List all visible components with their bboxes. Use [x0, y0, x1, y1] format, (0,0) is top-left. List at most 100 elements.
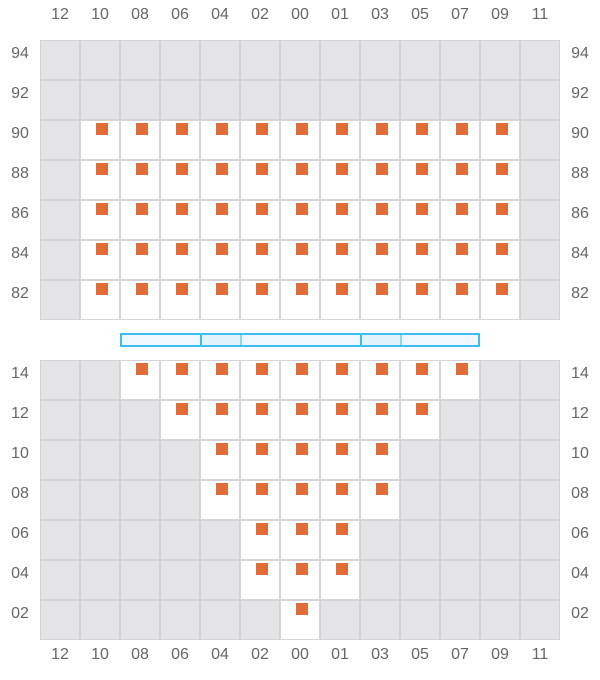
slot-occupied[interactable]	[240, 160, 280, 200]
slot-occupied[interactable]	[120, 120, 160, 160]
slot-occupied[interactable]	[240, 120, 280, 160]
slot-occupied[interactable]	[200, 200, 240, 240]
slot-occupied[interactable]	[160, 200, 200, 240]
slot-occupied[interactable]	[360, 360, 400, 400]
hatch-cover-segment[interactable]	[120, 335, 200, 345]
slot-occupied[interactable]	[200, 240, 240, 280]
container-marker	[176, 123, 188, 135]
slot-occupied[interactable]	[440, 280, 480, 320]
slot-occupied[interactable]	[240, 240, 280, 280]
slot-occupied[interactable]	[480, 120, 520, 160]
slot-occupied[interactable]	[360, 400, 400, 440]
slot-occupied[interactable]	[400, 160, 440, 200]
slot-unavailable	[40, 200, 80, 240]
slot-occupied[interactable]	[280, 200, 320, 240]
slot-occupied[interactable]	[160, 280, 200, 320]
slot-occupied[interactable]	[80, 120, 120, 160]
slot-occupied[interactable]	[400, 200, 440, 240]
slot-occupied[interactable]	[360, 160, 400, 200]
slot-occupied[interactable]	[240, 280, 280, 320]
slot-occupied[interactable]	[240, 440, 280, 480]
slot-occupied[interactable]	[360, 200, 400, 240]
container-marker	[296, 603, 308, 615]
slot-occupied[interactable]	[400, 280, 440, 320]
slot-occupied[interactable]	[400, 120, 440, 160]
slot-occupied[interactable]	[200, 280, 240, 320]
slot-unavailable	[400, 440, 440, 480]
slot-occupied[interactable]	[440, 360, 480, 400]
hatch-cover-segment[interactable]	[400, 335, 480, 345]
slot-occupied[interactable]	[360, 120, 400, 160]
slot-occupied[interactable]	[320, 240, 360, 280]
slot-unavailable	[280, 80, 320, 120]
slot-occupied[interactable]	[360, 280, 400, 320]
slot-occupied[interactable]	[200, 440, 240, 480]
slot-occupied[interactable]	[120, 280, 160, 320]
slot-occupied[interactable]	[240, 560, 280, 600]
slot-occupied[interactable]	[360, 440, 400, 480]
slot-occupied[interactable]	[120, 360, 160, 400]
slot-occupied[interactable]	[320, 560, 360, 600]
slot-occupied[interactable]	[160, 160, 200, 200]
slot-occupied[interactable]	[240, 200, 280, 240]
slot-occupied[interactable]	[280, 600, 320, 640]
slot-occupied[interactable]	[480, 240, 520, 280]
slot-occupied[interactable]	[320, 480, 360, 520]
slot-occupied[interactable]	[440, 120, 480, 160]
slot-occupied[interactable]	[80, 240, 120, 280]
slot-occupied[interactable]	[360, 480, 400, 520]
slot-occupied[interactable]	[320, 200, 360, 240]
slot-occupied[interactable]	[400, 240, 440, 280]
slot-occupied[interactable]	[160, 240, 200, 280]
slot-occupied[interactable]	[280, 160, 320, 200]
slot-unavailable	[360, 80, 400, 120]
hatch-cover-segment[interactable]	[240, 335, 360, 345]
container-marker	[256, 243, 268, 255]
slot-occupied[interactable]	[440, 160, 480, 200]
slot-occupied[interactable]	[320, 160, 360, 200]
slot-occupied[interactable]	[200, 480, 240, 520]
slot-occupied[interactable]	[200, 160, 240, 200]
slot-occupied[interactable]	[320, 360, 360, 400]
hatch-cover-segment[interactable]	[200, 335, 240, 345]
slot-occupied[interactable]	[200, 400, 240, 440]
slot-occupied[interactable]	[320, 400, 360, 440]
slot-occupied[interactable]	[480, 160, 520, 200]
slot-occupied[interactable]	[240, 520, 280, 560]
slot-occupied[interactable]	[280, 240, 320, 280]
slot-occupied[interactable]	[240, 480, 280, 520]
slot-occupied[interactable]	[240, 400, 280, 440]
slot-occupied[interactable]	[80, 160, 120, 200]
slot-occupied[interactable]	[280, 480, 320, 520]
slot-occupied[interactable]	[160, 120, 200, 160]
slot-occupied[interactable]	[480, 280, 520, 320]
slot-occupied[interactable]	[280, 560, 320, 600]
slot-occupied[interactable]	[320, 120, 360, 160]
slot-occupied[interactable]	[240, 360, 280, 400]
hatch-cover-segment[interactable]	[360, 335, 400, 345]
slot-occupied[interactable]	[280, 120, 320, 160]
slot-occupied[interactable]	[440, 200, 480, 240]
slot-occupied[interactable]	[280, 360, 320, 400]
slot-occupied[interactable]	[120, 200, 160, 240]
slot-occupied[interactable]	[360, 240, 400, 280]
slot-occupied[interactable]	[480, 200, 520, 240]
slot-occupied[interactable]	[200, 360, 240, 400]
slot-occupied[interactable]	[280, 520, 320, 560]
slot-occupied[interactable]	[200, 120, 240, 160]
slot-occupied[interactable]	[280, 400, 320, 440]
slot-occupied[interactable]	[120, 240, 160, 280]
slot-occupied[interactable]	[320, 520, 360, 560]
slot-occupied[interactable]	[80, 200, 120, 240]
slot-occupied[interactable]	[320, 280, 360, 320]
slot-occupied[interactable]	[120, 160, 160, 200]
slot-occupied[interactable]	[280, 280, 320, 320]
slot-occupied[interactable]	[160, 400, 200, 440]
slot-occupied[interactable]	[280, 440, 320, 480]
slot-occupied[interactable]	[400, 400, 440, 440]
slot-occupied[interactable]	[80, 280, 120, 320]
slot-occupied[interactable]	[160, 360, 200, 400]
slot-occupied[interactable]	[320, 440, 360, 480]
slot-occupied[interactable]	[440, 240, 480, 280]
slot-occupied[interactable]	[400, 360, 440, 400]
